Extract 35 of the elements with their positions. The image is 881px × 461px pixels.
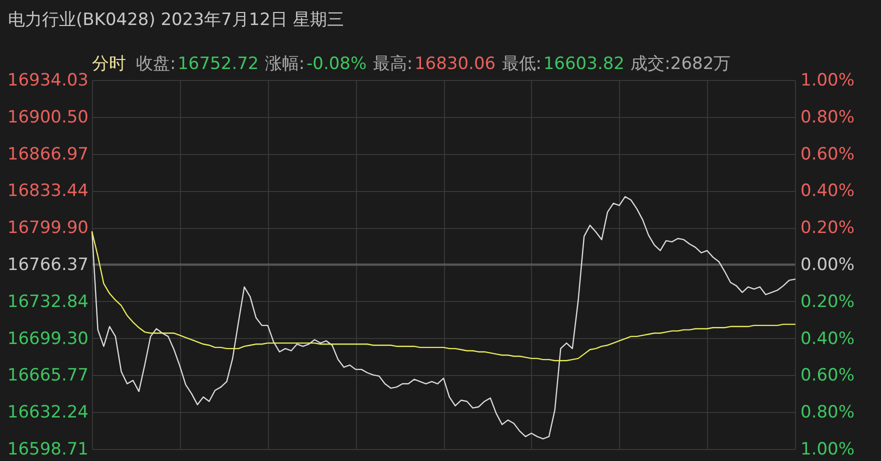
text: -0.08% <box>306 54 367 74</box>
y-tick-label: 16598.71 <box>7 440 88 460</box>
y2-tick-label: 1.00% <box>800 70 855 90</box>
y2-tick-label: 0.20% <box>800 292 855 312</box>
y2-tick-label: 0.80% <box>800 107 855 128</box>
line-series <box>91 231 796 362</box>
y2-tick-label: 0.60% <box>800 366 855 386</box>
y2-tick-label: 0.20% <box>800 218 855 238</box>
text: 最低: <box>502 54 542 74</box>
text: 收盘: <box>136 54 176 74</box>
text: 16603.82 <box>543 54 624 74</box>
y-tick-label: 16833.44 <box>7 181 88 202</box>
text: 16752.72 <box>178 54 259 74</box>
y-tick-label: 16632.24 <box>7 402 88 423</box>
text: 分时 <box>92 54 126 74</box>
y2-tick-label: 0.80% <box>800 402 855 423</box>
y2-tick-label: 0.00% <box>800 255 855 275</box>
text: 最高: <box>372 54 413 74</box>
line-series <box>91 196 796 440</box>
y2-tick-label: 0.60% <box>800 144 855 164</box>
y-tick-label: 16900.50 <box>7 107 88 128</box>
y-tick-label: 16665.77 <box>7 366 88 386</box>
y-tick-label: 16766.37 <box>7 255 88 275</box>
text: 16830.06 <box>414 54 496 74</box>
y-tick-label: 16699.30 <box>7 328 88 349</box>
text: 涨幅: <box>264 54 305 74</box>
chart-title: 电力行业(BK0428) 2023年7月12日 星期三 <box>8 10 344 30</box>
y2-tick-label: 1.00% <box>800 440 855 460</box>
y-tick-label: 16732.84 <box>7 292 88 312</box>
y-tick-label: 16934.03 <box>7 70 88 90</box>
y2-tick-label: 0.40% <box>800 328 855 349</box>
y-tick-label: 16799.90 <box>7 218 88 238</box>
text: 成交:2682万 <box>630 54 731 74</box>
y-tick-label: 16866.97 <box>7 144 88 164</box>
y2-tick-label: 0.40% <box>800 181 855 202</box>
